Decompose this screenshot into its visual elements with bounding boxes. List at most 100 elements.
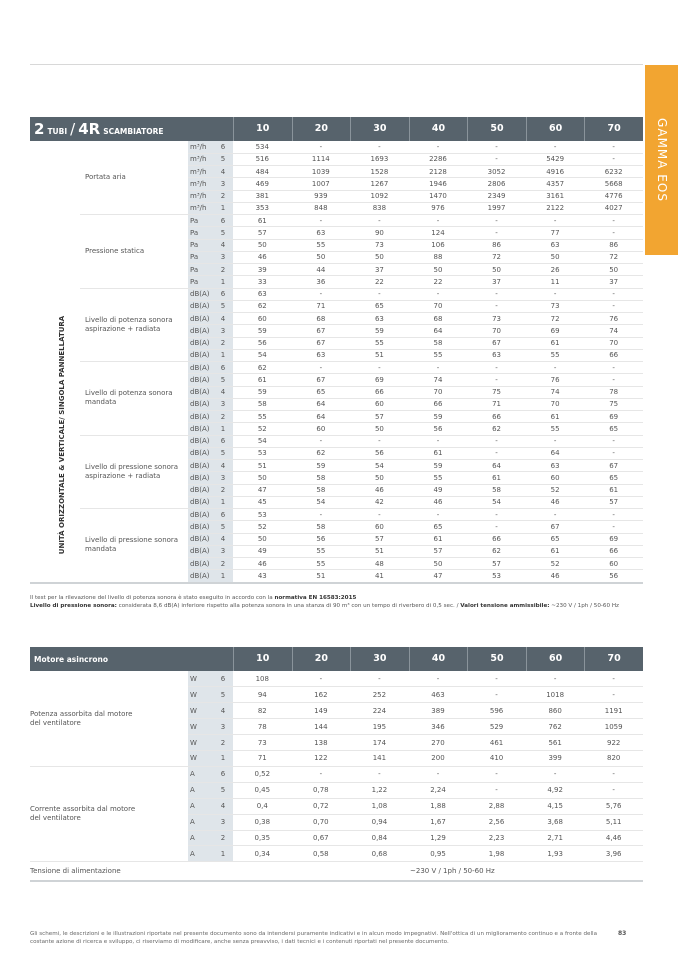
value-cell: 353 — [255, 204, 269, 213]
unit-cell: W — [190, 690, 197, 699]
group-label: Livello di potenza sonora mandata — [85, 389, 173, 407]
table-row: A 5 0,45 0,78 1,22 2,24 - 4,92 - — [30, 782, 643, 798]
value-cell: - — [436, 216, 440, 225]
speed-cell: 2 — [220, 738, 226, 747]
value-cell: 64 — [433, 326, 443, 335]
value-cell: 58 — [316, 473, 326, 482]
value-cell: 54 — [374, 461, 384, 470]
unit-cell: Pa — [190, 216, 199, 225]
value-cell: 1007 — [311, 179, 330, 188]
value-cell: 76 — [550, 375, 560, 384]
row-divider — [30, 765, 643, 767]
value-cell: 61 — [492, 473, 501, 482]
value-cell: - — [436, 510, 440, 519]
unit-cell: A — [190, 818, 195, 827]
value-cell: 46 — [550, 571, 560, 580]
value-cell: 2128 — [429, 167, 447, 176]
row-divider — [188, 410, 643, 411]
value-cell: 54 — [257, 437, 267, 446]
value-cell: 74 — [433, 375, 443, 384]
table-row: A 6 0,52 - - - - - - — [30, 766, 643, 782]
value-cell: - — [436, 143, 440, 152]
value-cell: 252 — [372, 690, 387, 699]
value-cell: - — [436, 674, 440, 683]
unit-cell: A — [190, 833, 195, 842]
value-cell: - — [436, 437, 440, 446]
speed-cell: 2 — [220, 559, 226, 568]
value-cell: 56 — [433, 424, 443, 433]
row-divider — [188, 177, 643, 179]
table-row: W 1 71 122 141 200 410 399 820 — [30, 751, 643, 767]
table-row: dB(A) 1 54 63 51 55 63 55 66 — [30, 349, 643, 361]
bottom-rule — [30, 582, 643, 584]
value-cell: - — [495, 449, 498, 458]
note-bold: Valori tensione ammissibile: — [460, 603, 550, 609]
value-cell: 70 — [433, 302, 443, 311]
unit-cell: dB(A) — [190, 290, 210, 299]
value-cell: 2,56 — [488, 818, 505, 827]
row-divider — [188, 532, 643, 534]
value-cell: 66 — [492, 535, 501, 544]
table-row: dB(A) 1 52 60 50 56 62 55 65 — [30, 423, 643, 435]
value-cell: 53 — [492, 571, 501, 580]
value-cell: 58 — [492, 486, 501, 495]
title-sep: / — [70, 120, 76, 138]
table-row: A 1 0,34 0,58 0,68 0,95 1,98 1,93 3,96 — [30, 846, 643, 862]
value-cell: 50 — [374, 473, 384, 482]
title-part: TUBI — [47, 127, 68, 136]
value-cell: 55 — [433, 351, 443, 360]
value-cell: 65 — [316, 388, 326, 397]
value-cell: 57 — [609, 498, 619, 507]
value-cell: 1,93 — [547, 849, 563, 858]
speed-cell: 6 — [220, 674, 226, 683]
speed-cell: 6 — [220, 290, 226, 299]
note-text: ~230 V / 1ph / 50-60 Hz — [549, 603, 619, 609]
value-cell: 77 — [550, 228, 560, 237]
table-header: Motore asincrono 10 20 30 40 50 60 70 — [30, 647, 643, 671]
column-header: 40 — [408, 117, 468, 141]
value-cell: 54 — [492, 498, 501, 507]
value-cell: 2286 — [429, 155, 447, 164]
value-cell: 46 — [257, 559, 267, 568]
value-cell: 762 — [548, 722, 562, 731]
value-cell: 0,84 — [371, 833, 388, 842]
table-row: m³/h 1 353 848 838 976 1997 2122 4027 — [30, 202, 643, 214]
value-cell: 1693 — [370, 155, 389, 164]
value-cell: 63 — [257, 290, 267, 299]
group-label: Pressione statica — [85, 246, 145, 255]
value-cell: 46 — [374, 486, 384, 495]
value-cell: - — [612, 690, 615, 699]
value-cell: 61 — [550, 339, 560, 348]
value-cell: 1018 — [546, 690, 565, 699]
row-divider — [80, 434, 643, 436]
value-cell: 346 — [431, 722, 445, 731]
value-cell: 838 — [372, 204, 387, 213]
row-divider — [80, 361, 643, 362]
table-header: 2 TUBI / 4R SCAMBIATORE 10 20 30 40 50 60 70 — [30, 117, 643, 141]
value-cell: 65 — [374, 302, 384, 311]
speed-cell: 4 — [220, 241, 226, 250]
unit-cell: dB(A) — [190, 437, 210, 446]
row-divider — [188, 275, 643, 277]
value-cell: 37 — [492, 277, 501, 286]
unit-cell: dB(A) — [190, 461, 210, 470]
value-cell: 51 — [257, 461, 267, 470]
column-header: 40 — [408, 647, 468, 671]
row-divider — [188, 797, 643, 799]
value-cell: 5,76 — [605, 802, 622, 811]
value-cell: 66 — [609, 547, 619, 556]
value-cell: 59 — [374, 326, 384, 335]
value-cell: 58 — [316, 486, 326, 495]
value-cell: 64 — [492, 461, 501, 470]
table-row: dB(A) 5 53 62 56 61 - 64 - — [30, 447, 643, 459]
value-cell: 67 — [316, 326, 326, 335]
value-cell: 529 — [489, 722, 504, 731]
unit-cell: dB(A) — [190, 339, 210, 348]
speed-cell: 4 — [220, 461, 226, 470]
disclaimer: Gli schemi, le descrizioni e le illustra… — [30, 931, 597, 945]
unit-cell: m³/h — [190, 143, 207, 152]
value-cell: 1039 — [311, 167, 330, 176]
value-cell: 68 — [316, 314, 326, 323]
unit-cell: Pa — [190, 265, 199, 274]
value-cell: - — [436, 290, 440, 299]
